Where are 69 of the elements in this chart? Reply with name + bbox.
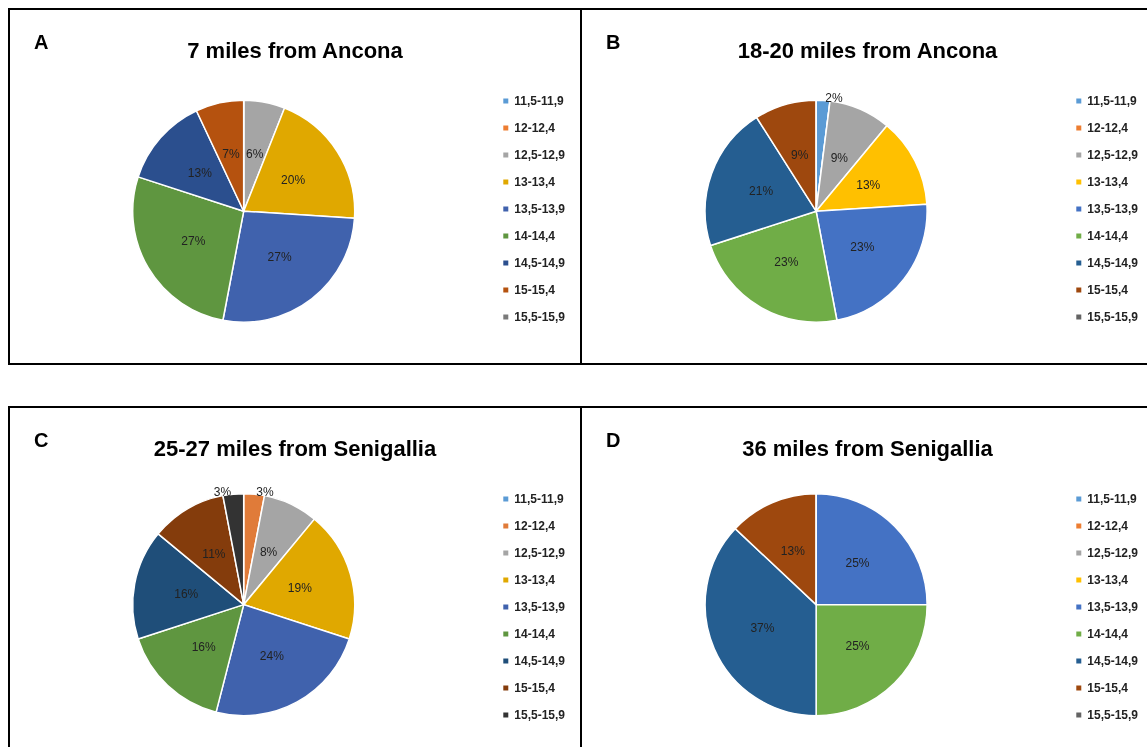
legend-label: 12,5-12,9 [1087, 148, 1139, 162]
legend-label: 12-12,4 [1087, 519, 1129, 533]
legend-label: 14-14,4 [514, 627, 556, 641]
legend-label: 15-15,4 [514, 681, 556, 695]
data-label: 9% [791, 148, 809, 163]
legend-label: 13-13,4 [1087, 573, 1129, 587]
data-label: 37% [750, 620, 775, 635]
data-label: 19% [287, 581, 313, 596]
data-label: 11% [202, 547, 226, 562]
data-label: 8% [259, 544, 278, 559]
data-label: 27% [267, 250, 292, 265]
data-label: 16% [191, 640, 216, 655]
data-label: 21% [749, 184, 774, 199]
legend-label: 13-13,4 [514, 573, 556, 587]
legend-label: 13,5-13,9 [1087, 600, 1139, 614]
text: A [34, 31, 49, 53]
legend-label: 15,5-15,9 [514, 708, 566, 722]
text: C [34, 429, 49, 451]
legend-label: 15,5-15,9 [1087, 708, 1139, 722]
data-label: 13% [780, 543, 806, 558]
data-label: 3% [256, 485, 275, 500]
data-label: 9% [830, 150, 849, 165]
legend-label: 14,5-14,9 [1087, 256, 1139, 270]
data-label: 16% [174, 586, 199, 601]
data-label: 6% [245, 146, 264, 161]
legend-label: 11,5-11,9 [514, 492, 564, 506]
data-label: 3% [213, 485, 232, 500]
chart-title: 36 miles from Senigallia [742, 435, 994, 461]
legend-label: 11,5-11,9 [1087, 94, 1137, 108]
data-label: 7% [222, 147, 240, 162]
chart-title: 25-27 miles from Senigallia [153, 435, 437, 461]
legend-label: 14,5-14,9 [1087, 654, 1139, 668]
text: B [606, 31, 621, 53]
legend-label: 13,5-13,9 [514, 202, 566, 216]
legend-label: 13-13,4 [1087, 175, 1129, 189]
legend-label: 12-12,4 [514, 519, 556, 533]
legend-label: 13-13,4 [514, 175, 556, 189]
legend-label: 15-15,4 [514, 283, 556, 297]
text: D [606, 429, 621, 451]
legend-label: 14,5-14,9 [514, 256, 566, 270]
data-label: 13% [856, 177, 881, 192]
legend-label: 13,5-13,9 [1087, 202, 1139, 216]
legend-label: 12,5-12,9 [514, 148, 566, 162]
legend-label: 14-14,4 [514, 229, 556, 243]
legend-label: 12-12,4 [1087, 121, 1129, 135]
legend-label: 15,5-15,9 [1087, 310, 1139, 324]
data-label: 2% [825, 91, 843, 106]
chart-title: 18-20 miles from Ancona [737, 37, 999, 63]
chart-title: 7 miles from Ancona [187, 37, 404, 63]
legend-label: 15-15,4 [1087, 283, 1129, 297]
data-label: 24% [259, 648, 285, 663]
data-label: 25% [845, 556, 870, 571]
legend-label: 12-12,4 [514, 121, 556, 135]
legend-label: 11,5-11,9 [1087, 492, 1137, 506]
legend-label: 15-15,4 [1087, 681, 1129, 695]
legend-label: 15,5-15,9 [514, 310, 566, 324]
legend-label: 13,5-13,9 [514, 600, 566, 614]
data-label: 20% [281, 172, 306, 187]
legend-label: 11,5-11,9 [514, 94, 564, 108]
data-label: 13% [187, 165, 213, 180]
data-label: 23% [774, 254, 799, 269]
data-label: 27% [181, 233, 206, 248]
legend-label: 14-14,4 [1087, 229, 1129, 243]
data-label: 25% [845, 639, 870, 654]
legend-label: 14,5-14,9 [514, 654, 566, 668]
data-label: 23% [850, 240, 875, 255]
legend-label: 14-14,4 [1087, 627, 1129, 641]
legend-label: 12,5-12,9 [1087, 546, 1139, 560]
legend-label: 12,5-12,9 [514, 546, 566, 560]
